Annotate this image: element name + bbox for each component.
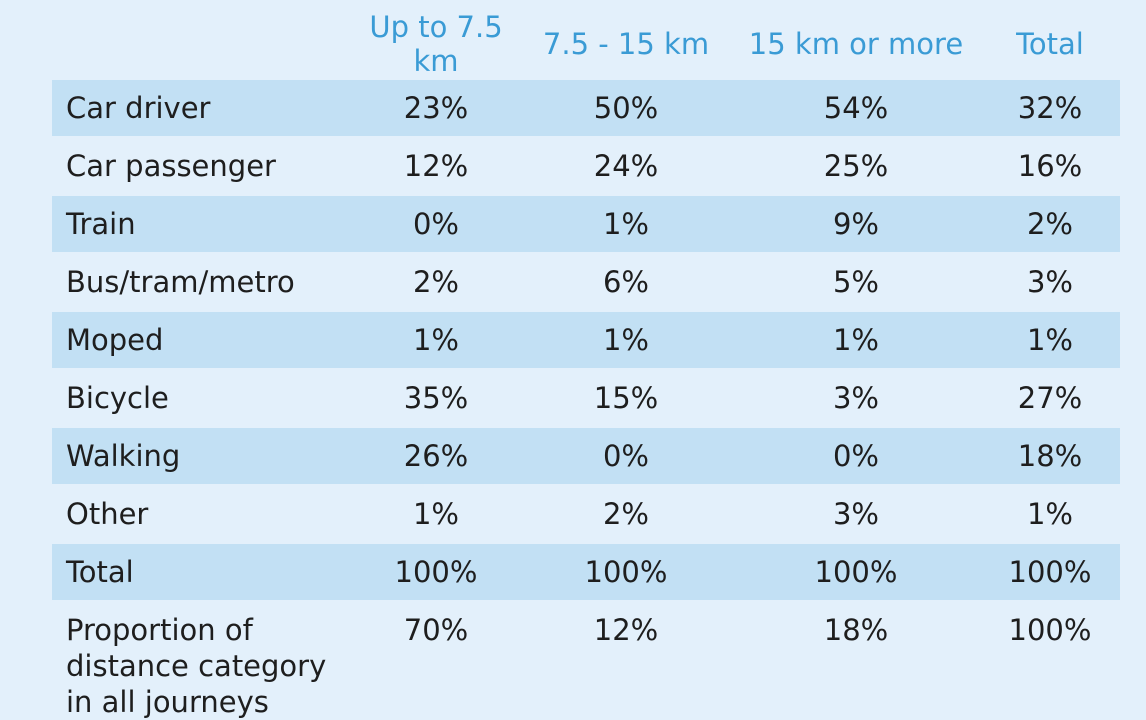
cell-value: 12% [520, 600, 732, 720]
cell-value: 2% [980, 194, 1120, 253]
cell-value: 25% [732, 136, 980, 195]
table-row: Moped 1% 1% 1% 1% [52, 310, 1120, 369]
cell-value: 16% [980, 136, 1120, 195]
header-row: Up to 7.5 km 7.5 - 15 km 15 km or more T… [52, 10, 1120, 79]
cell-value: 1% [520, 310, 732, 369]
row-label: Walking [52, 426, 352, 485]
cell-value: 26% [352, 426, 520, 485]
column-header: 15 km or more [748, 27, 964, 61]
cell-value: 0% [732, 426, 980, 485]
cell-value: 100% [732, 542, 980, 601]
row-label: Car passenger [52, 136, 352, 195]
cell-value: 70% [352, 600, 520, 720]
cell-value: 100% [520, 542, 732, 601]
cell-value: 54% [732, 78, 980, 137]
cell-value: 1% [980, 310, 1120, 369]
cell-value: 1% [352, 310, 520, 369]
column-header: Total [1016, 27, 1084, 61]
table-row: Total 100% 100% 100% 100% [52, 542, 1120, 601]
cell-value: 3% [980, 252, 1120, 311]
table-row: Bus/tram/metro 2% 6% 5% 3% [52, 252, 1120, 311]
table-row: Car driver 23% 50% 54% 32% [52, 78, 1120, 137]
column-header: Up to 7.5 km [369, 10, 503, 78]
cell-value: 1% [352, 484, 520, 543]
cell-value: 100% [980, 542, 1120, 601]
row-label: Bicycle [52, 368, 352, 427]
cell-value: 5% [732, 252, 980, 311]
column-header: 7.5 - 15 km [542, 27, 710, 61]
row-label: Total [52, 542, 352, 601]
cell-value: 23% [352, 78, 520, 137]
cell-value: 32% [980, 78, 1120, 137]
row-label: Other [52, 484, 352, 543]
cell-value: 1% [980, 484, 1120, 543]
row-label: Moped [52, 310, 352, 369]
cell-value: 3% [732, 484, 980, 543]
cell-value: 6% [520, 252, 732, 311]
modal-split-table: Up to 7.5 km 7.5 - 15 km 15 km or more T… [52, 10, 1120, 720]
row-label: Train [52, 194, 352, 253]
cell-value: 15% [520, 368, 732, 427]
cell-value: 9% [732, 194, 980, 253]
row-label: Car driver [52, 78, 352, 137]
cell-value: 3% [732, 368, 980, 427]
cell-value: 0% [352, 194, 520, 253]
cell-value: 2% [520, 484, 732, 543]
cell-value: 1% [520, 194, 732, 253]
row-label: Proportion of distance category in all jou… [52, 600, 352, 720]
row-label-line: in all journeys [66, 685, 269, 719]
cell-value: 35% [352, 368, 520, 427]
header-empty-cell [52, 10, 352, 79]
table-row: Proportion of distance category in all jou… [52, 600, 1120, 720]
table-row: Other 1% 2% 3% 1% [52, 484, 1120, 543]
cell-value: 50% [520, 78, 732, 137]
cell-value: 27% [980, 368, 1120, 427]
cell-value: 2% [352, 252, 520, 311]
cell-value: 100% [980, 600, 1120, 720]
table-row: Car passenger 12% 24% 25% 16% [52, 136, 1120, 195]
row-label: Bus/tram/metro [52, 252, 352, 311]
cell-value: 18% [732, 600, 980, 720]
cell-value: 18% [980, 426, 1120, 485]
table-row: Train 0% 1% 9% 2% [52, 194, 1120, 253]
table-row: Walking 26% 0% 0% 18% [52, 426, 1120, 485]
cell-value: 1% [732, 310, 980, 369]
cell-value: 12% [352, 136, 520, 195]
table-row: Bicycle 35% 15% 3% 27% [52, 368, 1120, 427]
row-label-line: Proportion of [66, 613, 253, 647]
cell-value: 0% [520, 426, 732, 485]
cell-value: 100% [352, 542, 520, 601]
table-body: Car driver 23% 50% 54% 32% Car passenger 12% 24… [52, 78, 1120, 720]
row-label-line: distance category [66, 649, 327, 683]
table-header: Up to 7.5 km 7.5 - 15 km 15 km or more T… [52, 10, 1120, 79]
cell-value: 24% [520, 136, 732, 195]
